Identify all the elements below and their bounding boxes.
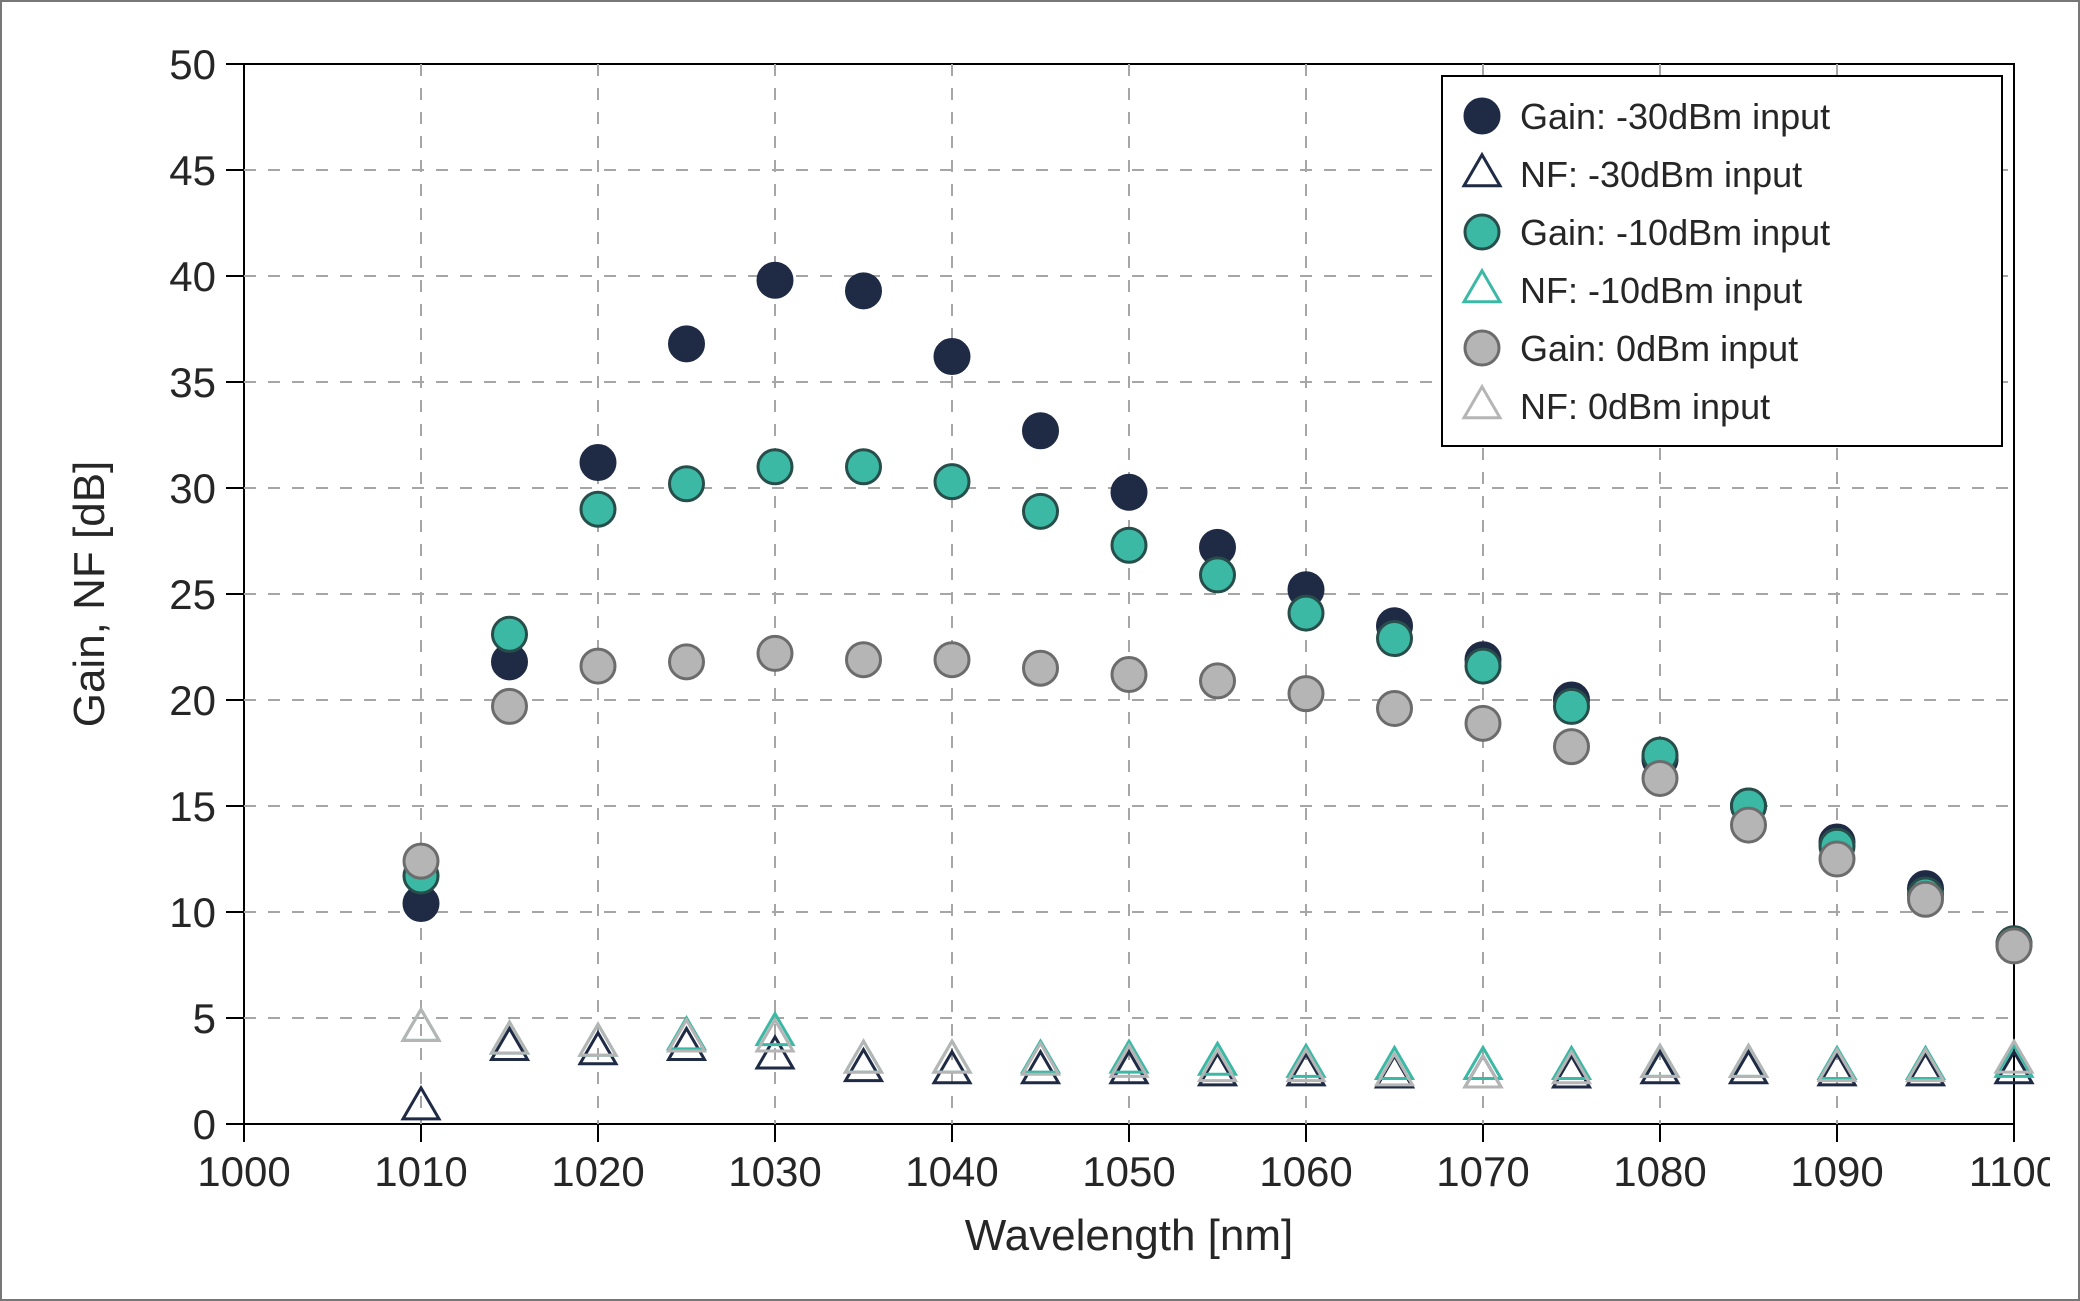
data-point	[1112, 475, 1146, 509]
data-point	[1024, 651, 1058, 685]
data-point	[847, 274, 881, 308]
x-tick-label: 1060	[1259, 1148, 1352, 1195]
y-tick-label: 10	[169, 889, 216, 936]
data-point	[1201, 664, 1235, 698]
y-tick-label: 35	[169, 359, 216, 406]
data-point	[1643, 761, 1677, 795]
series-gain_m10	[404, 450, 2031, 961]
data-point	[1466, 649, 1500, 683]
x-axis-label: Wavelength [nm]	[965, 1211, 1294, 1260]
data-point	[1378, 691, 1412, 725]
data-point	[1555, 730, 1589, 764]
y-tick-label: 40	[169, 253, 216, 300]
data-point	[935, 465, 969, 499]
data-point	[758, 450, 792, 484]
data-point	[1820, 842, 1854, 876]
legend: Gain: -30dBm input NF: -30dBm input Gain: …	[1442, 76, 2002, 446]
legend-label: NF: -10dBm input	[1520, 270, 1802, 311]
data-point	[670, 327, 704, 361]
data-point	[1024, 414, 1058, 448]
series-gain_0	[404, 636, 2031, 963]
data-point	[847, 450, 881, 484]
y-tick-label: 30	[169, 465, 216, 512]
chart-outer-frame: 1000101010201030104010501060107010801090…	[0, 0, 2080, 1301]
data-point	[1465, 215, 1499, 249]
x-tick-label: 1030	[728, 1148, 821, 1195]
series-nf_m10	[403, 1009, 2032, 1078]
x-tick-label: 1050	[1082, 1148, 1175, 1195]
x-tick-label: 1070	[1436, 1148, 1529, 1195]
x-tick-label: 1090	[1790, 1148, 1883, 1195]
data-point	[1201, 558, 1235, 592]
data-point	[670, 645, 704, 679]
x-tick-label: 1100	[1969, 1148, 2050, 1195]
data-point	[669, 1020, 705, 1051]
data-point	[1024, 494, 1058, 528]
x-tick-label: 1000	[197, 1148, 290, 1195]
y-tick-label: 15	[169, 783, 216, 830]
y-axis-label: Gain, NF [dB]	[65, 461, 114, 728]
data-point	[1465, 331, 1499, 365]
y-tick-label: 20	[169, 677, 216, 724]
x-tick-label: 1010	[374, 1148, 467, 1195]
y-tick-label: 5	[193, 995, 216, 1042]
y-tick-label: 0	[193, 1101, 216, 1148]
legend-label: NF: -30dBm input	[1520, 154, 1802, 195]
y-tick-label: 45	[169, 147, 216, 194]
data-point	[1023, 1043, 1059, 1074]
data-point	[493, 617, 527, 651]
data-point	[935, 340, 969, 374]
gain-nf-scatter-chart: 1000101010201030104010501060107010801090…	[34, 34, 2050, 1271]
data-point	[581, 649, 615, 683]
data-point	[1555, 689, 1589, 723]
data-point	[1466, 706, 1500, 740]
data-point	[1112, 528, 1146, 562]
legend-label: NF: 0dBm input	[1520, 386, 1770, 427]
y-tick-label: 50	[169, 41, 216, 88]
y-tick-label: 25	[169, 571, 216, 618]
data-point	[847, 643, 881, 677]
data-point	[1997, 929, 2031, 963]
data-point	[1289, 677, 1323, 711]
data-point	[1732, 808, 1766, 842]
data-point	[758, 263, 792, 297]
data-point	[935, 643, 969, 677]
data-point	[404, 844, 438, 878]
legend-label: Gain: -30dBm input	[1520, 96, 1830, 137]
data-point	[1909, 882, 1943, 916]
data-point	[758, 636, 792, 670]
x-tick-label: 1040	[905, 1148, 998, 1195]
data-point	[493, 689, 527, 723]
data-point	[846, 1041, 882, 1072]
x-tick-label: 1080	[1613, 1148, 1706, 1195]
data-point	[581, 446, 615, 480]
data-point	[670, 467, 704, 501]
data-point	[846, 1041, 882, 1072]
data-point	[581, 492, 615, 526]
data-point	[1378, 622, 1412, 656]
legend-label: Gain: -10dBm input	[1520, 212, 1830, 253]
data-point	[1465, 99, 1499, 133]
chart-wrap: 1000101010201030104010501060107010801090…	[34, 34, 2046, 1267]
legend-label: Gain: 0dBm input	[1520, 328, 1798, 369]
data-point	[1289, 596, 1323, 630]
data-point	[1112, 658, 1146, 692]
x-tick-label: 1020	[551, 1148, 644, 1195]
